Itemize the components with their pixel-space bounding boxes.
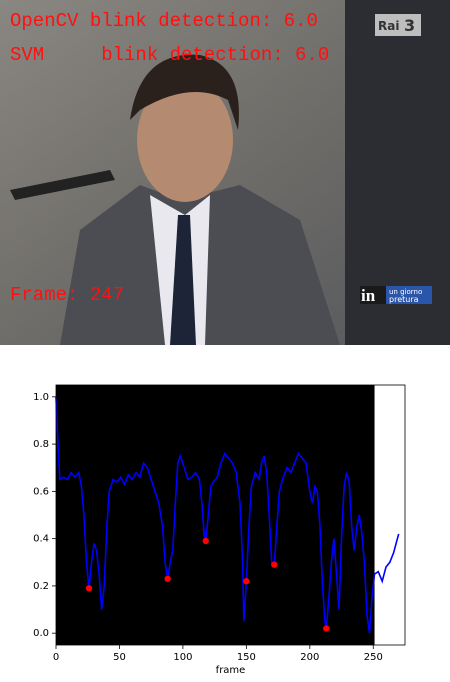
channel-name: Rai <box>378 19 399 33</box>
show-name-box <box>386 286 432 304</box>
x-tick-label: 200 <box>300 652 319 663</box>
y-tick-label: 0.2 <box>33 581 49 592</box>
x-tick-label: 150 <box>237 652 256 663</box>
y-tick-label: 0.6 <box>33 486 49 497</box>
x-tick-label: 100 <box>173 652 192 663</box>
channel-logo <box>375 14 421 36</box>
tie <box>170 215 196 345</box>
blink-point <box>271 561 278 568</box>
y-tick-label: 0.0 <box>33 628 49 639</box>
y-tick-label: 1.0 <box>33 392 49 403</box>
microphone <box>10 170 115 200</box>
x-tick-label: 50 <box>113 652 126 663</box>
blink-point <box>85 585 93 592</box>
x-tick-label: 250 <box>364 652 383 663</box>
show-logo: in <box>361 286 376 305</box>
blink-point <box>243 577 250 585</box>
axes-frame <box>55 384 406 646</box>
x-axis-label: frame <box>216 665 246 676</box>
blink-ratio-line <box>55 396 400 634</box>
y-tick-label: 0.4 <box>33 534 49 545</box>
video-frame: Rai 3 in un giorno pretura OpenCV blink … <box>0 0 450 345</box>
frame-counter: Frame: 247 <box>10 284 124 306</box>
show-logo-box <box>360 286 386 304</box>
frame-background <box>56 385 375 645</box>
show-name: pretura <box>389 295 419 304</box>
blink-point <box>164 575 171 583</box>
hair <box>130 54 239 130</box>
blink-point <box>202 537 209 545</box>
channel-number: 3 <box>404 16 415 35</box>
y-tick-label: 0.8 <box>33 439 49 450</box>
show-name: un giorno <box>389 288 422 296</box>
x-tick-label: 0 <box>53 652 59 663</box>
overlay-text: SVM blink detection: 6.0 <box>10 44 329 66</box>
blink-plot: 0 50 100 150 200 250 0.0 0.2 0.4 0.6 0.8 1.0 frame <box>33 384 406 676</box>
overlay-text: OpenCV blink detection: 6.0 <box>10 10 318 32</box>
blink-point <box>323 625 330 632</box>
face <box>137 78 233 202</box>
